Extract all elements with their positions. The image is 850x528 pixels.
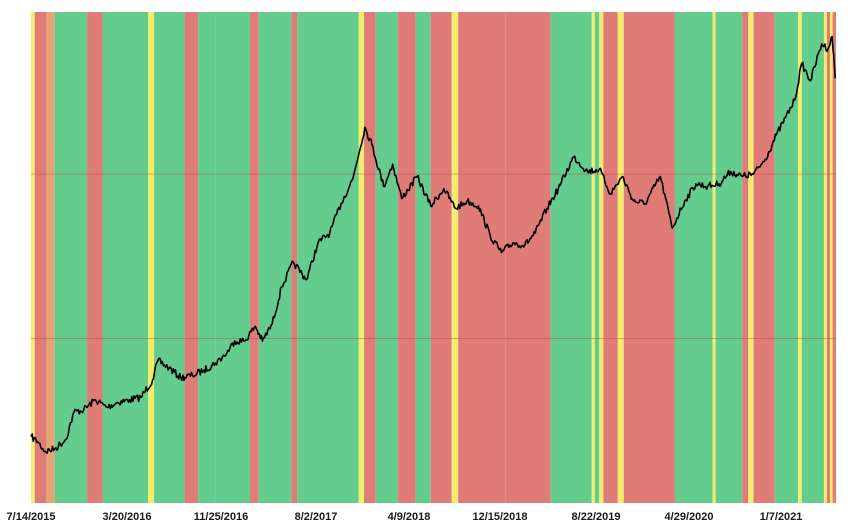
region-band	[34, 12, 47, 503]
region-band	[54, 12, 88, 503]
region-band	[148, 12, 155, 503]
region-band	[829, 12, 833, 503]
x-tick-label: 4/29/2020	[665, 511, 714, 523]
region-band	[599, 12, 604, 503]
region-band	[451, 12, 459, 503]
region-band	[102, 12, 149, 503]
region-band	[430, 12, 452, 503]
region-band	[623, 12, 675, 503]
gridlines	[31, 173, 836, 339]
x-tick-label: 11/25/2016	[194, 511, 248, 523]
series-layer	[30, 35, 837, 454]
region-band	[458, 12, 506, 503]
region-band	[291, 12, 298, 503]
region-band	[748, 12, 754, 503]
x-tick-label: 12/15/2018	[472, 511, 527, 523]
region-band	[832, 12, 836, 503]
region-band	[801, 12, 824, 503]
region-band	[617, 12, 624, 503]
price-series-line	[30, 35, 837, 454]
region-band	[774, 12, 798, 503]
region-band	[715, 12, 743, 503]
region-band	[258, 12, 292, 503]
region-band	[375, 12, 398, 503]
x-tick-label: 8/22/2019	[572, 511, 621, 523]
x-tick-label: 7/14/2015	[7, 511, 56, 523]
region-band	[31, 12, 35, 503]
x-tick-label: 8/2/2017	[295, 511, 338, 523]
region-band	[215, 12, 251, 503]
region-band	[603, 12, 618, 503]
region-band	[415, 12, 431, 503]
region-band	[358, 12, 365, 503]
region-band	[753, 12, 775, 503]
region-band	[364, 12, 376, 503]
region-band	[505, 12, 551, 503]
region-band	[550, 12, 592, 503]
region-band	[297, 12, 359, 503]
x-tick-label: 3/20/2016	[103, 511, 152, 523]
region-band	[46, 12, 55, 503]
region-band	[198, 12, 216, 503]
region-band	[154, 12, 185, 503]
region-band	[742, 12, 749, 503]
region-band	[826, 12, 830, 503]
x-tick-label: 1/7/2021	[760, 511, 803, 523]
x-axis-tick-labels: 7/14/2015 3/20/2016 11/25/2016 8/2/2017 4/9/…	[7, 511, 803, 523]
region-band	[397, 12, 416, 503]
region-band	[823, 12, 827, 503]
background-regions	[31, 12, 836, 503]
region-band	[594, 12, 600, 503]
region-band	[184, 12, 199, 503]
x-tick-label: 4/9/2018	[388, 511, 431, 523]
region-band	[797, 12, 802, 503]
region-band	[591, 12, 595, 503]
region-band	[250, 12, 259, 503]
region-band	[87, 12, 103, 503]
region-band	[712, 12, 716, 503]
region-band	[674, 12, 713, 503]
